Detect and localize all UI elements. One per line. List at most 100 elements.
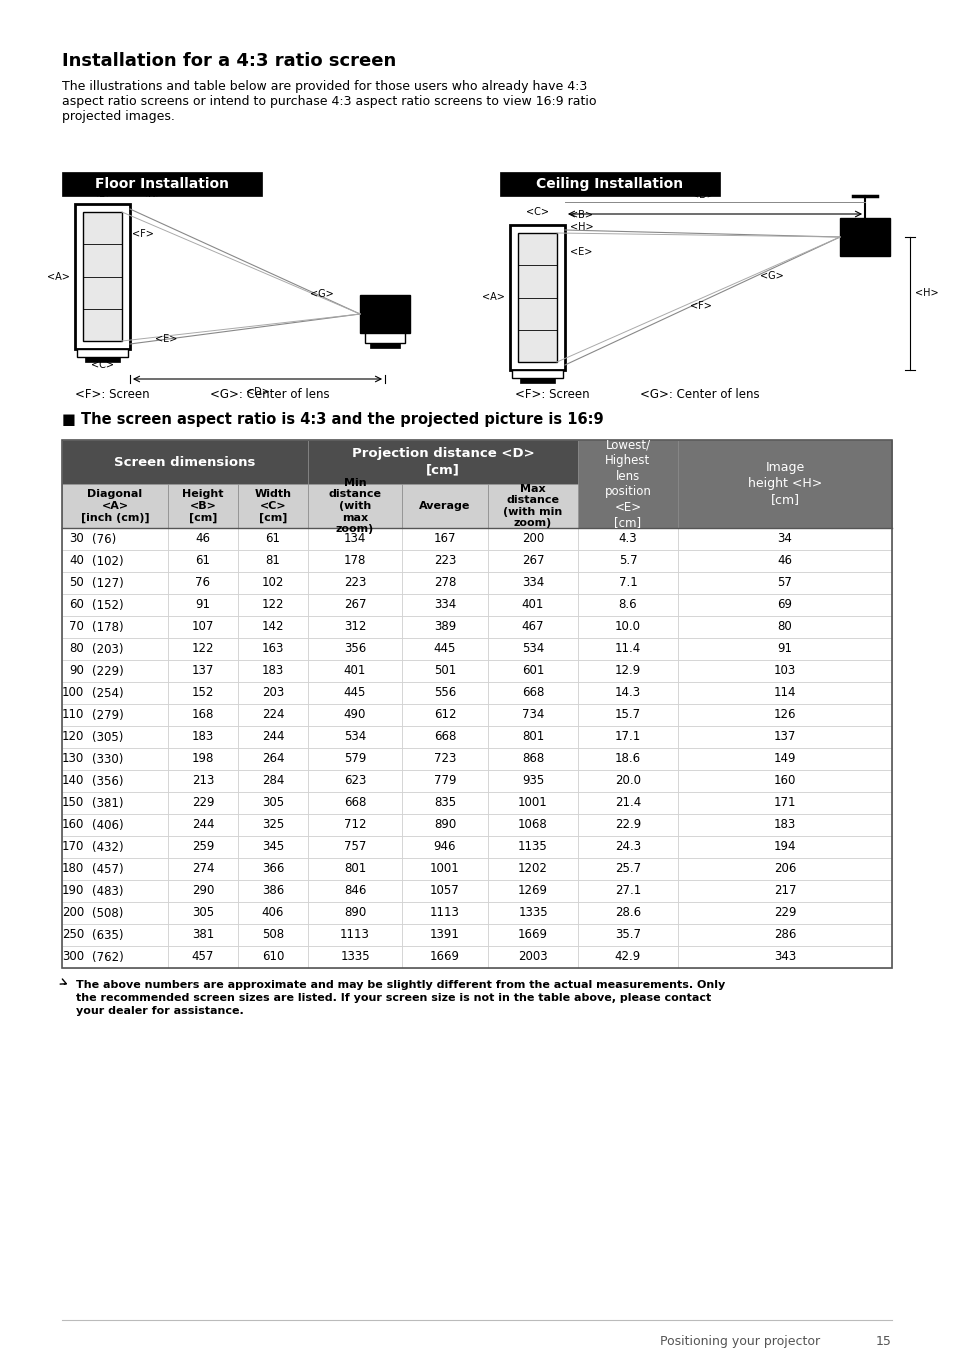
Text: (406): (406)	[91, 819, 124, 831]
Bar	[401, 682, 488, 704]
Bar	[62, 551, 168, 572]
Text: 1391: 1391	[430, 929, 459, 941]
Text: 723: 723	[434, 753, 456, 766]
Bar	[578, 837, 678, 858]
Bar	[308, 902, 401, 923]
Text: 35.7: 35.7	[615, 929, 640, 941]
Bar	[168, 749, 237, 770]
Bar	[168, 682, 237, 704]
Text: 1001: 1001	[517, 796, 547, 810]
Bar	[488, 594, 578, 616]
Text: 206: 206	[773, 862, 796, 876]
Bar	[488, 749, 578, 770]
Text: 305: 305	[192, 907, 213, 919]
Bar	[237, 770, 308, 792]
Bar	[678, 616, 891, 639]
Text: 70: 70	[69, 621, 84, 633]
Bar	[401, 923, 488, 946]
Bar	[488, 837, 578, 858]
Bar	[237, 616, 308, 639]
Text: <H>: <H>	[914, 289, 938, 298]
Text: 46: 46	[777, 555, 792, 568]
Bar	[77, 348, 128, 357]
Bar	[678, 880, 891, 902]
Bar	[237, 682, 308, 704]
Text: 107: 107	[192, 621, 214, 633]
Text: (229): (229)	[91, 664, 124, 678]
Text: Positioning your projector: Positioning your projector	[659, 1336, 820, 1348]
Bar	[359, 296, 410, 334]
Bar	[237, 902, 308, 923]
Bar	[678, 792, 891, 814]
Bar	[308, 682, 401, 704]
Text: <D>: <D>	[690, 190, 714, 199]
Bar	[83, 212, 122, 340]
Text: 137: 137	[192, 664, 214, 678]
Text: 223: 223	[343, 576, 366, 590]
Text: (76): (76)	[91, 533, 116, 545]
Bar	[578, 439, 678, 527]
Bar	[678, 551, 891, 572]
Bar	[62, 858, 168, 880]
Text: 213: 213	[192, 774, 214, 788]
Text: 835: 835	[434, 796, 456, 810]
Bar	[488, 484, 578, 527]
Text: 1202: 1202	[517, 862, 547, 876]
Text: 25.7: 25.7	[615, 862, 640, 876]
Bar	[62, 946, 168, 968]
Text: 305: 305	[262, 796, 284, 810]
Text: 103: 103	[773, 664, 796, 678]
Bar	[62, 814, 168, 837]
Text: 612: 612	[434, 708, 456, 721]
Bar	[578, 616, 678, 639]
Text: 244: 244	[192, 819, 214, 831]
Text: 274: 274	[192, 862, 214, 876]
Text: 198: 198	[192, 753, 214, 766]
Text: 386: 386	[262, 884, 284, 898]
Text: 42.9: 42.9	[615, 951, 640, 964]
Text: 457: 457	[192, 951, 214, 964]
Bar	[401, 639, 488, 660]
Text: 1669: 1669	[517, 929, 547, 941]
Bar	[678, 725, 891, 749]
Text: 102: 102	[261, 576, 284, 590]
Text: 61: 61	[195, 555, 211, 568]
Bar	[237, 837, 308, 858]
Bar	[168, 594, 237, 616]
Text: (762): (762)	[91, 951, 124, 964]
Bar	[488, 682, 578, 704]
Bar	[168, 572, 237, 594]
Bar	[237, 923, 308, 946]
Text: 91: 91	[195, 598, 211, 612]
Text: 140: 140	[62, 774, 84, 788]
Text: 356: 356	[343, 643, 366, 655]
Text: 122: 122	[261, 598, 284, 612]
Bar	[578, 770, 678, 792]
Text: 267: 267	[521, 555, 543, 568]
Text: 712: 712	[343, 819, 366, 831]
Bar	[678, 749, 891, 770]
Text: 757: 757	[343, 841, 366, 853]
Bar	[237, 792, 308, 814]
Text: 534: 534	[521, 643, 543, 655]
Text: Image
height <H>
[cm]: Image height <H> [cm]	[747, 461, 821, 507]
Text: 114: 114	[773, 686, 796, 700]
Text: (102): (102)	[91, 555, 124, 568]
Text: 190: 190	[62, 884, 84, 898]
Text: 12.9: 12.9	[615, 664, 640, 678]
Bar	[308, 858, 401, 880]
Text: Screen dimensions: Screen dimensions	[114, 456, 255, 469]
Text: 180: 180	[62, 862, 84, 876]
Text: (178): (178)	[91, 621, 124, 633]
Bar	[678, 527, 891, 551]
Bar	[308, 749, 401, 770]
Bar	[578, 704, 678, 725]
Text: <A>: <A>	[47, 271, 70, 282]
Bar	[237, 639, 308, 660]
Bar	[401, 880, 488, 902]
Bar	[578, 749, 678, 770]
Bar	[488, 725, 578, 749]
Text: 267: 267	[343, 598, 366, 612]
Text: 200: 200	[521, 533, 543, 545]
Bar	[308, 439, 578, 484]
